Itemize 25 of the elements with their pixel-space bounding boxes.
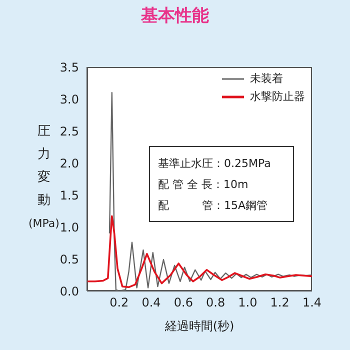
y-tick-label: 1.5 [60, 188, 79, 202]
x-tick-label: 0.2 [110, 296, 129, 310]
y-tick-label: 1.0 [60, 220, 79, 234]
x-tick-label: 1.4 [302, 296, 322, 310]
line-series [108, 92, 312, 291]
y-tick-label: 0.0 [60, 284, 79, 298]
y-axis-title: 圧力変動(MPa) [28, 124, 60, 230]
x-tick-label: 1.2 [270, 296, 290, 310]
x-tick-label: 0.6 [174, 296, 193, 310]
legend-label: 未装着 [250, 71, 283, 87]
chart-title: 基本性能 [140, 5, 210, 27]
y-tick-label: 0.5 [60, 252, 79, 266]
legend-label: 水撃防止器 [250, 89, 305, 105]
line-series [87, 215, 312, 288]
y-tick-label: 2.0 [60, 156, 79, 170]
x-tick-label: 1.0 [238, 296, 258, 310]
annotation: 配 管 全 長：10m [158, 177, 250, 193]
x-tick-label: 0.4 [142, 296, 161, 310]
y-tick-label: 2.5 [60, 124, 79, 138]
y-tick-label: 3.5 [60, 60, 79, 74]
x-tick-label: 0.8 [206, 296, 226, 310]
annotation: 配 管：15A鋼管 [158, 198, 269, 214]
y-tick-label: 3.0 [60, 92, 79, 106]
x-axis-title: 経過時間(秒) [164, 319, 234, 333]
annotation: 基準止水圧：0.25MPa [158, 156, 272, 172]
